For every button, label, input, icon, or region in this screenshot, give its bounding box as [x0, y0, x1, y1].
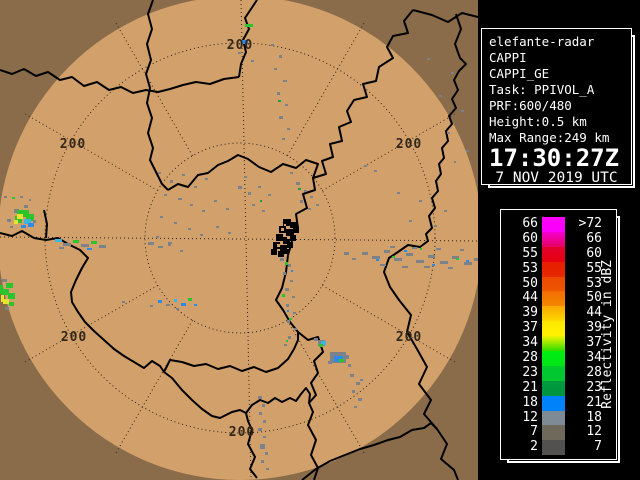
range-ring-label: 200 [227, 38, 253, 53]
radar-info-panel: elefante-radar CAPPI CAPPI_GE Task: PPIVOL_… [481, 28, 632, 185]
legend-color-swatch [542, 306, 565, 322]
legend-color-swatch [542, 440, 565, 456]
legend-color-swatch [542, 231, 565, 247]
radar-echoes-layer [0, 24, 478, 470]
legend-row: 50 53 [506, 275, 602, 292]
legend-value-left: 12 [522, 409, 538, 425]
legend-value-right: 18 [586, 409, 602, 425]
legend-rows: 66 >72 60 66 55 60 53 55 50 53 44 50 39 44 37 39 34 37 28 3… [506, 216, 602, 456]
legend-row: 12 18 [506, 409, 602, 426]
legend-value-right: 39 [586, 320, 602, 336]
legend-row: 23 28 [506, 364, 602, 381]
legend-row: 44 50 [506, 290, 602, 307]
legend-value-right: 55 [586, 260, 602, 276]
panel-info-lines: elefante-radar CAPPI CAPPI_GE Task: PPIVOL_… [489, 34, 624, 146]
legend-row: 60 66 [506, 230, 602, 247]
legend-value-left: 23 [522, 364, 538, 380]
legend-value-right: 37 [586, 335, 602, 351]
radar-map-svg: 200 200 200 200 200 200 [0, 0, 478, 480]
legend-value-left: 34 [522, 335, 538, 351]
legend-color-swatch [542, 321, 565, 337]
legend-color-swatch [542, 410, 565, 426]
legend-value-left: 39 [522, 305, 538, 321]
legend-value-right: 66 [586, 230, 602, 246]
legend-axis-title: Reflectivity in dBZ [600, 260, 615, 409]
legend-color-swatch [542, 395, 565, 411]
legend-value-left: 7 [530, 424, 538, 440]
legend-value-left: 37 [522, 320, 538, 336]
legend-color-swatch [542, 217, 565, 232]
legend-color-swatch [542, 336, 565, 352]
range-ring-label: 200 [396, 330, 422, 345]
legend-row: 7 12 [506, 424, 602, 441]
radar-site-city-marker [271, 219, 299, 257]
legend-value-right: 23 [586, 379, 602, 395]
legend-color-swatch [542, 365, 565, 381]
panel-info-line: CAPPI_GE [489, 66, 550, 81]
legend-color-swatch [542, 261, 565, 277]
legend-value-left: 28 [522, 350, 538, 366]
legend-value-right: 53 [586, 275, 602, 291]
legend-value-left: 21 [522, 379, 538, 395]
legend-value-left: 55 [522, 245, 538, 261]
legend-row: 55 60 [506, 245, 602, 262]
legend-color-swatch [542, 276, 565, 292]
legend-row: 28 34 [506, 350, 602, 366]
legend-color-swatch [542, 425, 565, 441]
legend-value-left: 2 [530, 439, 538, 455]
legend-color-swatch [542, 291, 565, 307]
legend-row: 34 37 [506, 335, 602, 352]
legend-row: 21 23 [506, 379, 602, 396]
legend-color-swatch [542, 351, 565, 366]
range-ring-label: 200 [61, 330, 87, 345]
legend-value-left: 50 [522, 275, 538, 291]
graticule-layer [0, 0, 478, 480]
range-ring-label: 200 [60, 137, 86, 152]
legend-row: 18 21 [506, 394, 602, 411]
date-line: 7 NOV 2019 UTC [495, 170, 618, 185]
panel-info-line: CAPPI [489, 50, 527, 65]
timestamp: 17:30:27Z [489, 144, 620, 172]
legend-row: 37 39 [506, 320, 602, 337]
legend-value-right: 60 [586, 245, 602, 261]
legend-value-left: 60 [522, 230, 538, 246]
legend-color-swatch [542, 246, 565, 262]
legend-value-right: 50 [586, 290, 602, 306]
legend-value-left: 53 [522, 260, 538, 276]
legend-value-left: 44 [522, 290, 538, 306]
panel-info-line: PRF:600/480 [489, 98, 572, 113]
legend-row: 39 44 [506, 305, 602, 322]
range-ring-label: 200 [229, 425, 255, 440]
legend-title-wrap: Reflectivity in dBZ [600, 210, 615, 459]
region-borders-layer [0, 0, 478, 480]
legend-value-right: 21 [586, 394, 602, 410]
legend-row: 53 55 [506, 260, 602, 277]
legend-value-right: 28 [586, 364, 602, 380]
range-ring-label: 200 [396, 137, 422, 152]
legend-value-left: 18 [522, 394, 538, 410]
legend-color-swatch [542, 380, 565, 396]
legend-value-right: 44 [586, 305, 602, 321]
legend-value-right: >72 [578, 216, 602, 231]
reflectivity-legend: 66 >72 60 66 55 60 53 55 50 53 44 50 39 44 37 39 34 37 28 3… [500, 209, 617, 460]
radar-coverage-circle [0, 0, 478, 480]
panel-info-line: Max Range:249 km [489, 130, 610, 145]
panel-info-line: Task: PPIVOL_A [489, 82, 595, 97]
legend-value-left: 66 [522, 216, 538, 231]
legend-row: 66 >72 [506, 216, 602, 232]
legend-value-right: 34 [586, 350, 602, 366]
panel-info-line: elefante-radar [489, 34, 595, 49]
panel-info-line: Height:0.5 km [489, 114, 587, 129]
legend-value-right: 7 [594, 439, 602, 455]
legend-value-right: 12 [586, 424, 602, 440]
